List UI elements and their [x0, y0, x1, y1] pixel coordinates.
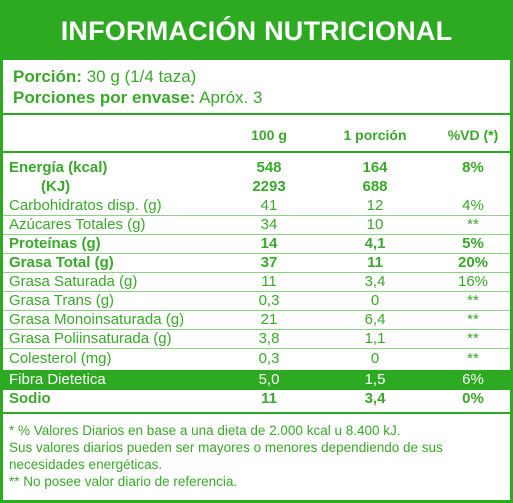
nutrient-name: Colesterol (mg): [9, 350, 112, 367]
value-per-portion: 10: [366, 216, 384, 233]
value-per-100g: 11: [261, 390, 277, 407]
daily-value-percent: 0%: [462, 390, 484, 407]
daily-value-percent: **: [467, 292, 479, 309]
value-per-portion: 6,4: [364, 311, 386, 328]
column-header-portion: 1 porción: [343, 127, 407, 143]
nutrient-row: Energía (kcal) 548 164 8%: [3, 158, 510, 177]
value-per-100g: 37: [260, 254, 278, 271]
serving-size-value: 30 g (1/4 taza): [86, 67, 197, 86]
nutrient-name: Fibra Dietetica: [9, 371, 106, 388]
nutrient-row: Azúcares Totales (g) 34 10 **: [3, 215, 510, 234]
daily-value-percent: **: [467, 311, 479, 328]
row-divider: [3, 310, 510, 311]
value-per-portion: 0: [370, 350, 380, 367]
value-per-100g: 5,0: [258, 371, 280, 388]
daily-value-percent: **: [467, 330, 479, 347]
servings-per-container-value: Apróx. 3: [199, 88, 263, 107]
value-per-portion: 164: [362, 159, 388, 176]
daily-value-percent: 16%: [457, 273, 489, 290]
value-per-portion: 3,4: [364, 273, 386, 290]
nutrient-name: Grasa Total (g): [9, 254, 114, 271]
nutrient-name: Proteínas (g): [9, 235, 101, 252]
nutrient-row: Grasa Monoinsaturada (g) 21 6,4 **: [3, 310, 510, 329]
nutrient-row: (KJ) 2293 688: [3, 177, 510, 196]
row-divider: [3, 329, 510, 330]
value-per-portion: 688: [362, 178, 388, 195]
daily-value-percent: 5%: [462, 235, 484, 252]
value-per-portion: 12: [366, 197, 384, 214]
value-per-100g: 548: [256, 159, 282, 176]
nutrient-name: Azúcares Totales (g): [9, 216, 146, 233]
value-per-portion: 3,4: [364, 390, 386, 407]
row-divider: [3, 348, 510, 349]
column-header-row: 100 g 1 porción %VD (*): [3, 124, 510, 146]
nutrient-row: Proteínas (g) 14 4,1 5%: [3, 234, 510, 253]
value-per-portion: 11: [367, 254, 383, 271]
footnote-variation: Sus valores diarios pueden ser mayores o…: [9, 440, 443, 472]
value-per-portion: 0: [370, 292, 380, 309]
nutrient-row: Fibra Dietetica 5,0 1,5 6%: [3, 370, 510, 390]
value-per-portion: 4,1: [364, 235, 386, 252]
nutrient-row: Colesterol (mg) 0,3 0 **: [3, 349, 510, 368]
daily-value-percent: **: [467, 216, 479, 233]
daily-value-percent: 6%: [462, 371, 484, 388]
nutrient-row: Grasa Saturada (g) 11 3,4 16%: [3, 272, 510, 291]
nutrient-name: Carbohidratos disp. (g): [9, 197, 162, 214]
daily-value-percent: 8%: [462, 159, 484, 176]
serving-size-line: Porción: 30 g (1/4 taza): [13, 66, 510, 87]
table-bottom-divider: [3, 412, 510, 414]
nutrient-row: Grasa Poliinsaturada (g) 3,8 1,1 **: [3, 329, 510, 348]
value-per-100g: 14: [260, 235, 278, 252]
column-header-100g: 100 g: [251, 127, 287, 143]
value-per-100g: 2293: [252, 178, 286, 195]
nutrient-row: Sodio 11 3,4 0%: [3, 389, 510, 408]
row-divider: [3, 215, 510, 216]
nutrient-name: (KJ): [41, 178, 71, 195]
footnote-dv: * % Valores Diarios en base a una dieta …: [9, 423, 401, 438]
nutrient-row: Carbohidratos disp. (g) 41 12 4%: [3, 196, 510, 215]
value-per-100g: 0,3: [258, 350, 280, 367]
portion-info: Porción: 30 g (1/4 taza) Porciones por e…: [3, 60, 510, 115]
daily-value-percent: 20%: [457, 254, 489, 271]
value-per-100g: 21: [260, 311, 278, 328]
header-divider: [3, 151, 510, 153]
value-per-100g: 34: [260, 216, 278, 233]
row-divider: [3, 253, 510, 254]
footnote-no-reference: ** No posee valor diario de referencia.: [9, 474, 238, 489]
value-per-100g: 0,3: [258, 292, 280, 309]
nutrient-name: Grasa Monoinsaturada (g): [9, 311, 185, 328]
nutrient-row: Grasa Total (g) 37 11 20%: [3, 253, 510, 272]
daily-value-percent: **: [467, 350, 479, 367]
nutrient-name: Grasa Poliinsaturada (g): [9, 330, 172, 347]
panel-title: INFORMACIÓN NUTRICIONAL: [3, 3, 510, 60]
nutrient-name: Energía (kcal): [9, 159, 108, 176]
nutrient-name: Grasa Saturada (g): [9, 273, 138, 290]
serving-size-label: Porción:: [13, 67, 82, 86]
footnotes: * % Valores Diarios en base a una dieta …: [9, 422, 509, 490]
row-divider: [3, 291, 510, 292]
servings-per-container-label: Porciones por envase:: [13, 88, 196, 107]
daily-value-percent: 4%: [462, 197, 484, 214]
row-divider: [3, 272, 510, 273]
value-per-portion: 1,1: [364, 330, 386, 347]
value-per-100g: 41: [260, 197, 278, 214]
value-per-100g: 3,8: [258, 330, 280, 347]
nutrient-row: Grasa Trans (g) 0,3 0 **: [3, 291, 510, 310]
row-divider: [3, 234, 510, 235]
value-per-100g: 11: [261, 273, 277, 290]
value-per-portion: 1,5: [364, 371, 386, 388]
column-header-dv: %VD (*): [447, 127, 499, 143]
nutrient-name: Sodio: [9, 390, 51, 407]
servings-per-container-line: Porciones por envase: Apróx. 3: [13, 87, 510, 108]
nutrient-name: Grasa Trans (g): [9, 292, 115, 309]
